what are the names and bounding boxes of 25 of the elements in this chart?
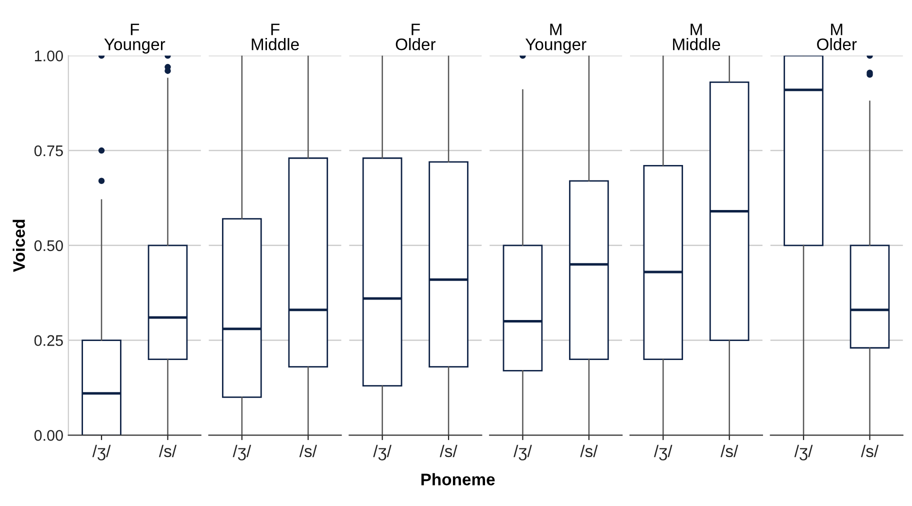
y-tick-label: 0.25: [34, 335, 63, 346]
y-tick-label: 0.00: [34, 430, 63, 441]
chart-title: M Older: [817, 24, 857, 50]
x-tick-label: /s/: [440, 444, 458, 458]
x-tick-label: /s/: [299, 444, 317, 458]
y-tick-label: 0.75: [34, 145, 63, 156]
x-tick-label: /s/: [580, 444, 598, 458]
y-tick-label: 0.50: [34, 240, 63, 252]
chart-title: M Younger: [525, 24, 586, 54]
x-tick-label: /ʒ/: [92, 444, 111, 460]
chart-title: F Younger: [104, 24, 166, 54]
x-tick-label: /ʒ/: [373, 444, 392, 460]
y-tick-label: 1.00: [34, 50, 63, 62]
x-tick-label: /ʒ/: [514, 444, 532, 460]
y-axis-title: Voiced: [12, 220, 25, 272]
x-axis-title: Phoneme: [421, 473, 495, 486]
x-tick-label: /ʒ/: [232, 444, 252, 460]
chart-title: F Older: [396, 24, 436, 50]
x-tick-label: /s/: [158, 444, 177, 458]
chart-title: M Middle: [673, 24, 720, 50]
x-tick-label: /s/: [860, 444, 879, 458]
x-tick-label: /s/: [720, 444, 738, 458]
chart-title: F Middle: [252, 24, 299, 50]
x-tick-label: /ʒ/: [794, 444, 813, 460]
x-tick-label: /ʒ/: [654, 444, 672, 460]
